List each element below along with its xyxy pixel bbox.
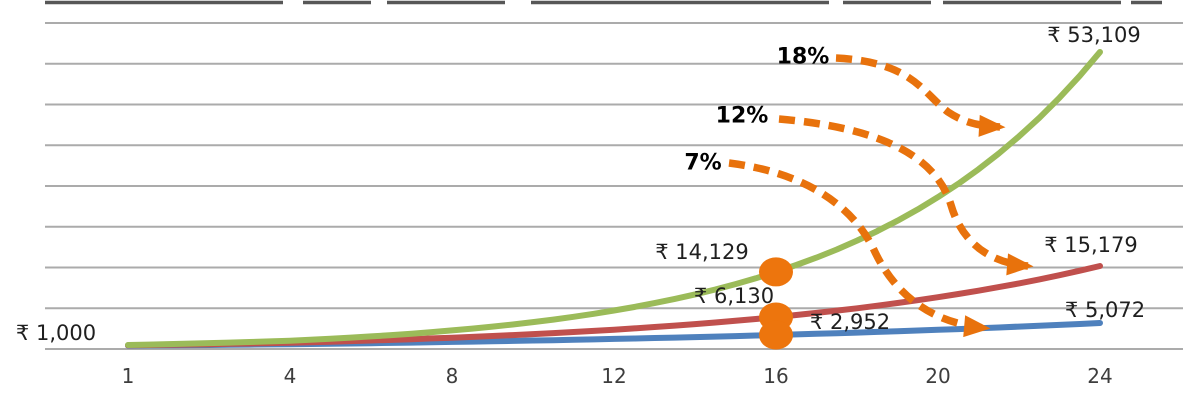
series-line-18pct xyxy=(125,49,1103,348)
x-tick-label: 4 xyxy=(284,364,297,388)
highlight-value-label-7pct: ₹ 2,952 xyxy=(810,310,890,334)
end-value-label-12pct: ₹ 15,179 xyxy=(1044,233,1138,257)
annotation-arrow-18pct xyxy=(835,54,1006,137)
x-tick-label: 1 xyxy=(122,364,135,388)
x-tick-label: 8 xyxy=(446,364,459,388)
highlight-dot-18pct xyxy=(759,257,793,287)
highlight-value-label-18pct: ₹ 14,129 xyxy=(655,240,749,264)
annotation-arrow-7pct xyxy=(728,159,991,338)
highlight-dots-layer xyxy=(759,257,793,350)
start-value-label: ₹ 1,000 xyxy=(16,321,96,345)
annotation-arrows-layer xyxy=(728,54,1034,338)
highlight-dot-7pct xyxy=(759,320,793,350)
annotation-arrow-12pct xyxy=(778,115,1034,276)
gridlines-layer xyxy=(45,0,1183,350)
rate-annotation-18pct: 18% xyxy=(777,45,830,70)
series-line-12pct xyxy=(125,263,1103,349)
x-tick-label: 20 xyxy=(925,364,950,388)
series-lines-layer xyxy=(125,49,1103,349)
x-tick-label: 12 xyxy=(601,364,626,388)
end-value-label-18pct: ₹ 53,109 xyxy=(1047,23,1141,47)
rate-annotation-12pct: 12% xyxy=(716,104,769,129)
rate-annotation-7pct: 7% xyxy=(684,151,721,176)
highlight-value-label-12pct: ₹ 6,130 xyxy=(694,284,774,308)
end-value-label-7pct: ₹ 5,072 xyxy=(1065,298,1145,322)
labels-layer: 1 4 8 12 16 20 24 ₹ 1,000 ₹ 14,129 ₹ 53,109 18% ₹ 6… xyxy=(16,23,1145,388)
x-tick-label: 24 xyxy=(1087,364,1112,388)
x-tick-label: 16 xyxy=(763,364,788,388)
